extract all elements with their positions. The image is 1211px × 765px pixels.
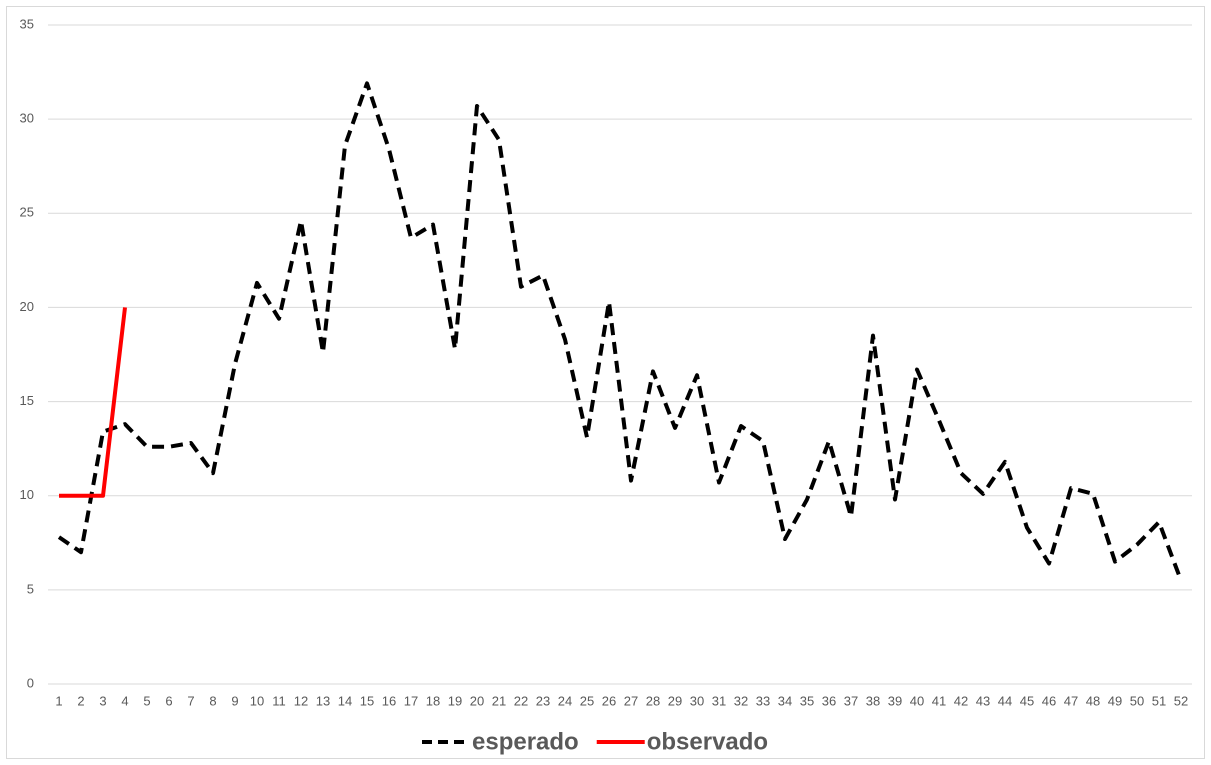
- x-tick-label: 19: [448, 693, 462, 708]
- x-tick-label: 8: [209, 693, 216, 708]
- x-tick-label: 37: [844, 693, 858, 708]
- x-tick-label: 6: [165, 693, 172, 708]
- x-tick-label: 47: [1064, 693, 1078, 708]
- x-tick-label: 10: [250, 693, 264, 708]
- x-tick-label: 23: [536, 693, 550, 708]
- x-tick-label: 35: [800, 693, 814, 708]
- x-tick-label: 5: [143, 693, 150, 708]
- x-tick-label: 17: [404, 693, 418, 708]
- y-tick-label: 10: [20, 487, 34, 502]
- x-tick-label: 50: [1130, 693, 1144, 708]
- x-tick-label: 52: [1174, 693, 1188, 708]
- x-tick-label: 11: [272, 693, 286, 708]
- x-tick-label: 3: [99, 693, 106, 708]
- y-tick-label: 30: [20, 111, 34, 126]
- x-tick-label: 16: [382, 693, 396, 708]
- x-tick-label: 46: [1042, 693, 1056, 708]
- y-tick-label: 25: [20, 205, 34, 220]
- x-tick-label: 43: [976, 693, 990, 708]
- x-tick-label: 9: [231, 693, 238, 708]
- x-tick-label: 42: [954, 693, 968, 708]
- y-tick-label: 20: [20, 299, 34, 314]
- x-tick-label: 36: [822, 693, 836, 708]
- x-tick-label: 27: [624, 693, 638, 708]
- x-tick-label: 24: [558, 693, 572, 708]
- x-tick-label: 22: [514, 693, 528, 708]
- x-tick-label: 20: [470, 693, 484, 708]
- x-tick-label: 48: [1086, 693, 1100, 708]
- x-tick-label: 40: [910, 693, 924, 708]
- y-tick-label: 35: [20, 16, 34, 31]
- y-tick-label: 5: [27, 581, 34, 596]
- x-tick-label: 14: [338, 693, 352, 708]
- x-tick-label: 41: [932, 693, 946, 708]
- x-tick-label: 7: [187, 693, 194, 708]
- x-tick-label: 26: [602, 693, 616, 708]
- x-tick-label: 44: [998, 693, 1012, 708]
- x-tick-label: 45: [1020, 693, 1034, 708]
- series-line: [57, 81, 1183, 582]
- x-tick-label: 18: [426, 693, 440, 708]
- legend-label: esperado: [472, 728, 579, 755]
- x-tick-label: 15: [360, 693, 374, 708]
- chart-frame: [6, 6, 1205, 759]
- x-tick-label: 34: [778, 693, 792, 708]
- x-tick-label: 28: [646, 693, 660, 708]
- legend-label: observado: [647, 728, 768, 755]
- y-tick-label: 0: [27, 675, 34, 690]
- y-tick-label: 15: [20, 393, 34, 408]
- x-tick-label: 13: [316, 693, 330, 708]
- x-tick-label: 49: [1108, 693, 1122, 708]
- x-tick-label: 12: [294, 693, 308, 708]
- x-tick-label: 4: [121, 693, 128, 708]
- x-tick-label: 21: [492, 693, 506, 708]
- x-tick-label: 51: [1152, 693, 1166, 708]
- x-tick-label: 39: [888, 693, 902, 708]
- series-line: [59, 307, 127, 498]
- x-tick-label: 30: [690, 693, 704, 708]
- x-tick-label: 38: [866, 693, 880, 708]
- x-tick-label: 33: [756, 693, 770, 708]
- x-tick-label: 1: [55, 693, 62, 708]
- x-tick-label: 25: [580, 693, 594, 708]
- x-tick-label: 31: [712, 693, 726, 708]
- x-tick-label: 2: [77, 693, 84, 708]
- x-tick-label: 29: [668, 693, 682, 708]
- x-tick-label: 32: [734, 693, 748, 708]
